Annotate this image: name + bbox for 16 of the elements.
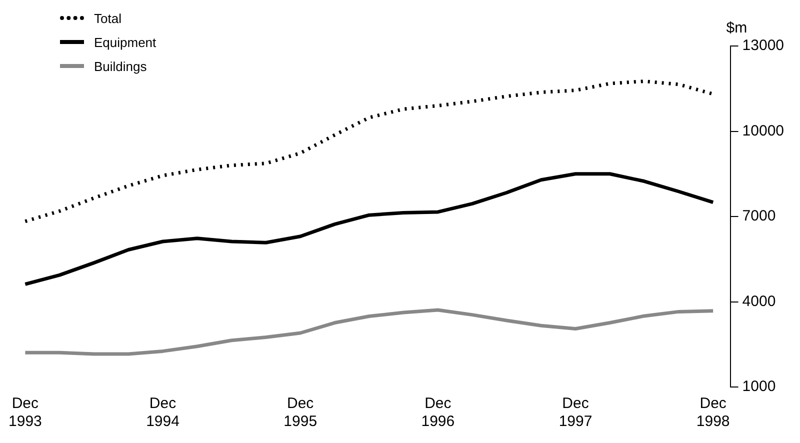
legend-label: Equipment [94,34,156,50]
y-axis-title: $m [726,20,748,37]
legend-label: Total [94,10,122,26]
y-tick-label: 1000 [742,378,776,396]
line-series [23,79,715,224]
y-tick-label: 7000 [742,208,776,225]
legend-label: Buildings [94,58,147,74]
x-tick-label: Dec 1995 [284,395,318,430]
x-tick-label: Dec 1996 [421,395,455,430]
x-tick-label: Dec 1993 [8,395,42,430]
y-tick-label: 10000 [742,122,784,140]
y-tick-label: 4000 [742,292,776,310]
y-tick-label: 13000 [742,37,784,54]
x-tick-label: Dec 1998 [696,395,730,430]
x-tick-label: Dec 1997 [558,395,592,430]
x-tick-label: Dec 1994 [146,395,180,430]
